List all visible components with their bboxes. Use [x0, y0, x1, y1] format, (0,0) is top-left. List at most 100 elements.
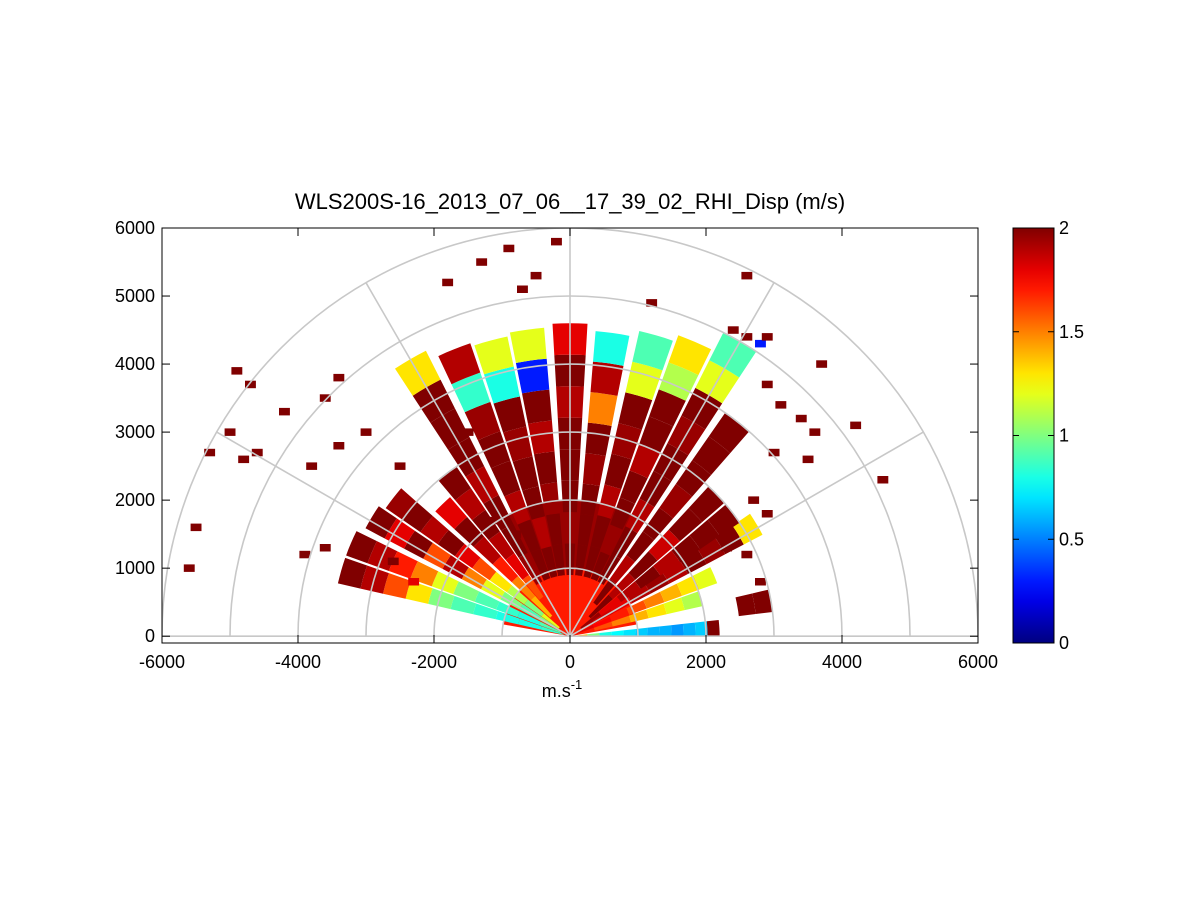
beam-22-gate-3: [473, 603, 499, 620]
y-tick-label-0: 0: [145, 626, 155, 646]
beam-15-gate-1: [517, 519, 541, 553]
scatter-cell-28: [741, 333, 753, 341]
scatter-cell-43: [755, 578, 766, 586]
beam-9-gate-2: [610, 497, 635, 530]
beam-19-gate-1: [524, 599, 544, 617]
beam-7-gate-1: [609, 555, 635, 584]
beam-14-gate-7: [474, 336, 514, 375]
beam-18-gate-1: [511, 576, 536, 600]
beam-13-gate-1: [546, 513, 563, 546]
beam-13-gate-3: [534, 451, 558, 485]
beam-2-gate-2: [611, 615, 631, 627]
beam-4-gate-7: [697, 537, 726, 565]
beam-7-gate-5: [675, 460, 712, 497]
colorbar-ticks: 0 0.5 1 1.5 2: [1013, 218, 1084, 653]
beam-9-gate-8: [668, 335, 712, 376]
beam-3-gate-3: [626, 600, 647, 615]
beam-17-gate-3: [472, 509, 500, 541]
beam-2-gate-6: [681, 591, 703, 611]
beam-14-gate-3: [512, 456, 539, 491]
scatter-cell-27: [755, 339, 766, 348]
beam-6-gate-3: [648, 529, 680, 561]
azimuth-line-1: [569, 431, 924, 637]
y-tick-label-1: 1000: [115, 558, 155, 578]
beam-15-gate-5: [464, 401, 501, 441]
beam-3-gate-4: [643, 591, 665, 609]
beam-10-gate-2: [597, 484, 622, 519]
beam-11-gate-6: [590, 361, 624, 396]
beam-19-gate-8: [403, 502, 433, 533]
beam-6-gate-4: [668, 508, 703, 542]
beam-18-gate-2: [492, 556, 519, 583]
beam-3-gate-0: [576, 624, 594, 634]
beam-10-gate-4: [611, 423, 642, 460]
beam-9-gate-6: [649, 389, 686, 427]
scatter-cell-23: [551, 237, 562, 246]
scatter-cell-6: [204, 448, 216, 457]
beam-18-gate-0: [530, 595, 553, 618]
scatter-cell-11: [360, 428, 372, 436]
beam-5-gate-2: [616, 581, 641, 603]
x-axis-label-base: m.s: [542, 681, 571, 701]
scatter-cell-21: [517, 285, 528, 293]
beam-10-gate-1: [590, 515, 611, 549]
beam-19-gate-4: [472, 557, 497, 581]
scatter-cell-20: [503, 244, 515, 253]
beam-21-gate-4: [453, 581, 480, 602]
beam-17-gate-0: [522, 575, 544, 600]
colorbar-tick-label-1: 0.5: [1059, 529, 1084, 549]
beam-5-gate-1: [598, 596, 621, 616]
beam-3-gate-5: [660, 583, 682, 603]
y-tick-label-4: 4000: [115, 354, 155, 374]
beam-11-gate-4: [585, 422, 612, 456]
beam-2-gate-0: [576, 627, 595, 635]
beam-0-gate-4: [623, 629, 636, 637]
x-tick-label-1: -4000: [275, 652, 321, 672]
beam-7-gate-6: [692, 436, 731, 475]
scatter-cell-31: [761, 380, 773, 389]
beam-0-gate-3: [611, 630, 624, 637]
beam-13-gate-7: [509, 327, 547, 363]
beam-0-gate-10: [694, 621, 708, 637]
y-tick-label-6: 6000: [115, 218, 155, 238]
y-tick-label-3: 3000: [115, 422, 155, 442]
beam-13-gate-2: [540, 482, 560, 516]
x-tick-label-2: -2000: [411, 652, 457, 672]
colorbar-tick-label-3: 1.5: [1059, 322, 1084, 342]
scatter-cell-9: [306, 462, 318, 470]
scatter-cell-38: [877, 476, 889, 484]
scatter-cell-47: [489, 516, 501, 525]
beam-7-gate-7: [708, 412, 750, 454]
beam-14-gate-5: [493, 396, 527, 433]
scatter-cell-36: [768, 448, 780, 457]
beam-9-gate-1: [600, 524, 623, 556]
beam-10-gate-7: [632, 331, 673, 371]
scatter-cell-15: [319, 544, 331, 552]
beam-18-gate-5: [435, 497, 468, 530]
beam-15-gate-6: [451, 372, 491, 413]
scatter-cell-37: [802, 455, 814, 464]
beam-21-gate-9: [346, 531, 377, 564]
x-tick-label-3: 0: [565, 652, 575, 672]
beam-9-gate-0: [590, 551, 610, 582]
scatter-cell-44: [758, 598, 770, 606]
scatter-cell-8: [183, 564, 195, 572]
beam-6-gate-2: [628, 551, 658, 580]
beam-19-gate-7: [420, 516, 449, 545]
x-axis-label-superscript: -1: [571, 677, 583, 692]
scatter-cell-46: [387, 557, 399, 566]
beam-11-gate-7: [593, 331, 630, 366]
scatter-cell-4: [238, 455, 250, 464]
beam-2-gate-4: [646, 603, 667, 619]
beam-22-gate-7: [383, 573, 411, 599]
beam-6-gate-5: [688, 486, 725, 523]
scatter-cell-16: [462, 428, 474, 436]
x-tick-label-5: 4000: [822, 652, 862, 672]
scatter-cell-19: [476, 258, 488, 266]
beam-17-gate-4: [455, 488, 486, 521]
beam-21-gate-1: [517, 611, 541, 625]
scatter-cell-26: [727, 326, 739, 334]
polar-grid: [162, 228, 978, 638]
scatter-cell-2: [224, 428, 236, 436]
